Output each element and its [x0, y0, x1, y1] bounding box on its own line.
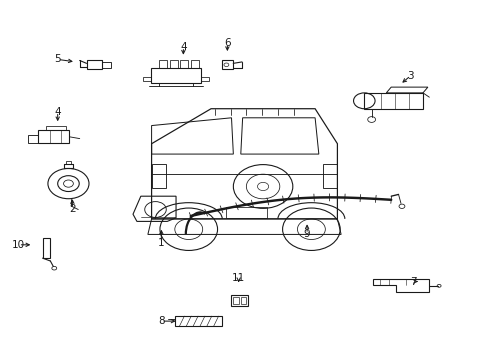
Text: 11: 11 — [231, 273, 245, 283]
Text: 7: 7 — [409, 276, 416, 287]
Bar — [174, 316, 221, 326]
Bar — [191, 60, 199, 68]
Bar — [102, 62, 111, 68]
Bar — [240, 297, 246, 304]
Text: 4: 4 — [180, 42, 186, 52]
Bar — [151, 165, 166, 188]
Bar — [180, 60, 188, 68]
Text: 4: 4 — [54, 107, 61, 117]
Bar — [230, 295, 248, 306]
Bar — [225, 207, 266, 217]
Text: 2: 2 — [69, 204, 76, 214]
Text: 10: 10 — [12, 240, 25, 250]
Bar — [42, 238, 50, 258]
Bar — [159, 60, 166, 68]
Text: 3: 3 — [407, 71, 413, 81]
Bar — [201, 77, 209, 81]
Bar — [142, 77, 150, 81]
Bar — [169, 60, 177, 68]
Bar — [86, 60, 102, 69]
Bar — [46, 126, 66, 130]
Bar — [364, 93, 422, 109]
Bar — [150, 68, 201, 83]
Text: 1: 1 — [158, 238, 164, 248]
Bar — [322, 165, 337, 188]
Text: 5: 5 — [54, 54, 61, 64]
Bar — [65, 161, 71, 164]
Bar — [232, 297, 238, 304]
Text: 8: 8 — [158, 316, 164, 326]
Bar — [221, 60, 233, 69]
Text: 9: 9 — [303, 229, 310, 239]
Text: 6: 6 — [224, 38, 230, 48]
Bar — [38, 130, 69, 143]
